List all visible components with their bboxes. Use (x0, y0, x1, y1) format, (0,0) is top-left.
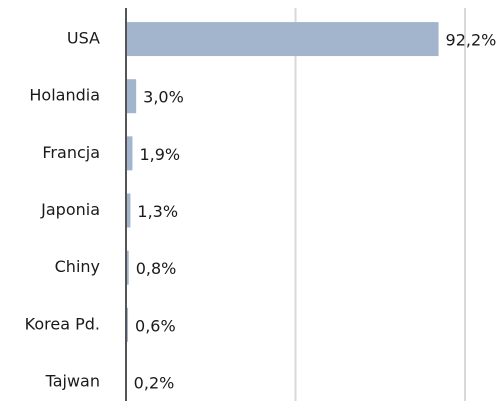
bar (126, 136, 133, 171)
bar (126, 79, 137, 114)
bar (126, 22, 439, 57)
value-label: 1,3% (137, 202, 178, 221)
y-tick-label: Chiny (55, 257, 100, 276)
value-label: 1,9% (139, 145, 180, 164)
y-tick-label: Holandia (29, 86, 100, 105)
value-label: 92,2% (446, 31, 497, 50)
bar (126, 307, 129, 342)
y-tick-label: Tajwan (45, 371, 100, 390)
value-label: 0,2% (134, 373, 175, 392)
bar (126, 193, 131, 228)
y-tick-label: USA (67, 29, 100, 48)
y-tick-label: Korea Pd. (25, 314, 100, 333)
y-tick-label: Francja (42, 143, 100, 162)
value-label: 0,8% (136, 259, 177, 278)
y-tick-label: Japonia (40, 200, 100, 219)
value-label: 0,6% (135, 316, 176, 335)
bar (126, 250, 129, 285)
value-label: 3,0% (143, 88, 184, 107)
